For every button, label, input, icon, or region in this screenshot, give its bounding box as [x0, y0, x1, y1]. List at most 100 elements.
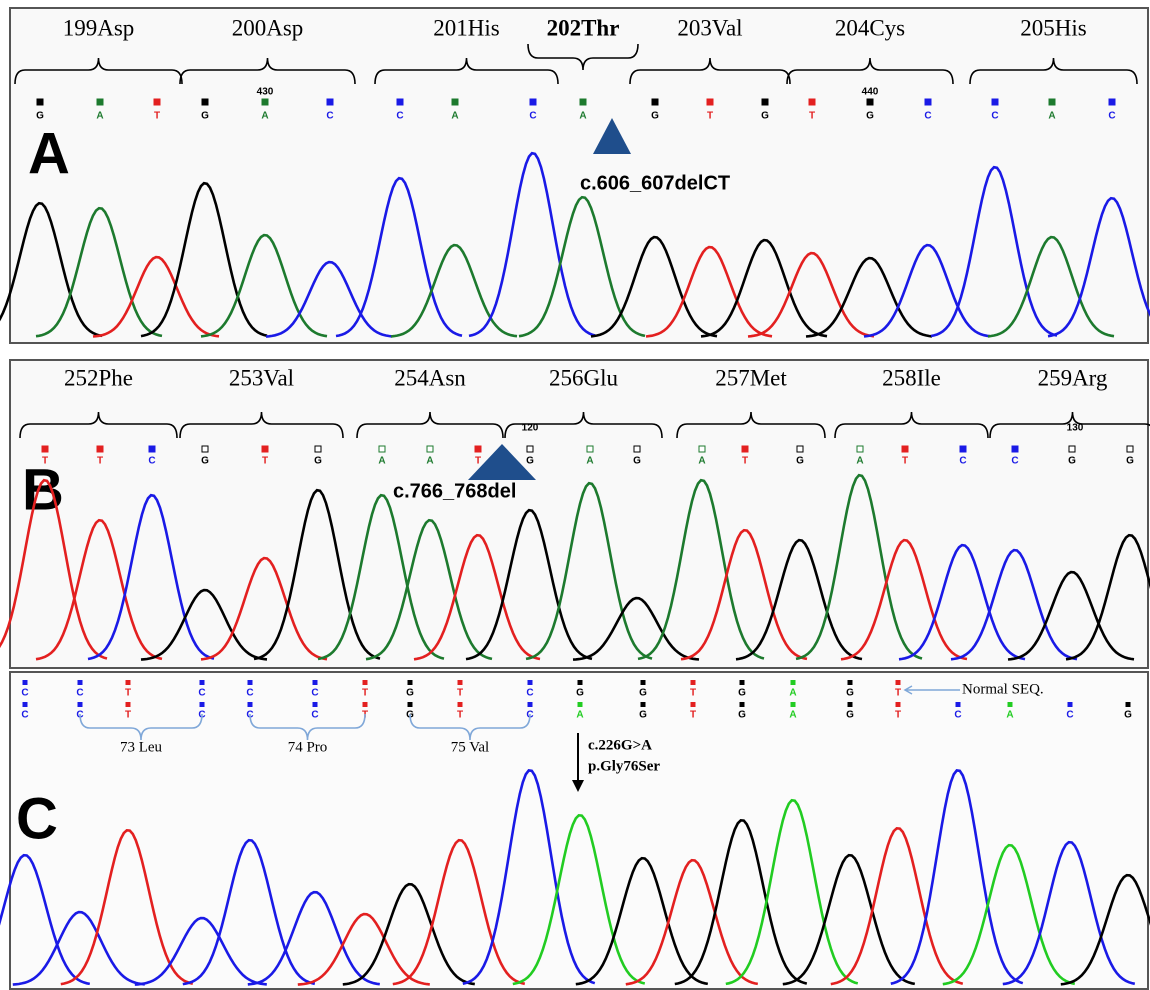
- figure: A199AspGAT200AspGAC201HisCAC202ThrA203Va…: [0, 0, 1150, 990]
- codon-label: 252Phe: [64, 365, 133, 390]
- codon-label: 202Thr: [547, 15, 620, 40]
- base-call: T: [895, 688, 901, 699]
- codon-label: 201His: [433, 15, 500, 40]
- base-marker: [1068, 702, 1073, 707]
- base-marker: [397, 99, 403, 105]
- base-marker: [313, 680, 318, 685]
- base-marker: [809, 99, 815, 105]
- base-marker: [458, 680, 463, 685]
- base-marker: [200, 702, 205, 707]
- base-marker: [530, 99, 536, 105]
- panel-frame: [10, 360, 1148, 668]
- codon-label: 74 Pro: [288, 739, 328, 755]
- base-call: T: [902, 456, 908, 467]
- base-call: A: [261, 111, 268, 122]
- codon-label: 259Arg: [1038, 365, 1108, 390]
- base-call: T: [742, 456, 748, 467]
- base-call: C: [396, 111, 403, 122]
- codon-label: 200Asp: [232, 15, 304, 40]
- base-call: C: [954, 710, 961, 721]
- base-marker: [408, 680, 413, 685]
- base-marker: [740, 702, 745, 707]
- base-marker: [960, 446, 966, 452]
- base-call: G: [201, 456, 209, 467]
- base-call: G: [576, 688, 584, 699]
- base-call: C: [21, 710, 28, 721]
- base-marker: [791, 680, 796, 685]
- base-call: T: [154, 111, 160, 122]
- base-call: G: [738, 688, 746, 699]
- base-marker: [1008, 702, 1013, 707]
- mutation-annotation: c.766_768del: [393, 480, 516, 502]
- base-marker: [1127, 446, 1133, 452]
- base-marker: [652, 99, 658, 105]
- base-call: G: [639, 710, 647, 721]
- base-call: C: [246, 688, 253, 699]
- base-marker: [740, 680, 745, 685]
- base-call: T: [707, 111, 713, 122]
- base-marker: [42, 446, 48, 452]
- base-marker: [896, 702, 901, 707]
- base-marker: [37, 99, 43, 105]
- base-call: G: [406, 688, 414, 699]
- base-marker: [427, 446, 433, 452]
- base-call: G: [639, 688, 647, 699]
- base-call: C: [529, 111, 536, 122]
- base-marker: [691, 680, 696, 685]
- base-marker: [202, 446, 208, 452]
- base-call: G: [1126, 456, 1134, 467]
- base-call: G: [761, 111, 769, 122]
- reference-label: Normal SEQ.: [962, 681, 1044, 697]
- base-call: C: [991, 111, 998, 122]
- base-call: A: [856, 456, 863, 467]
- base-marker: [527, 446, 533, 452]
- codon-label: 204Cys: [835, 15, 905, 40]
- codon-label: 75 Val: [451, 739, 489, 755]
- base-call: T: [42, 456, 48, 467]
- base-call: G: [633, 456, 641, 467]
- base-marker: [857, 446, 863, 452]
- base-marker: [248, 702, 253, 707]
- base-call: G: [1068, 456, 1076, 467]
- codon-label: 199Asp: [63, 15, 135, 40]
- base-call: A: [586, 456, 593, 467]
- base-marker: [641, 680, 646, 685]
- base-call: G: [796, 456, 804, 467]
- base-marker: [23, 702, 28, 707]
- base-call: G: [846, 710, 854, 721]
- base-marker: [379, 446, 385, 452]
- base-call: G: [866, 111, 874, 122]
- base-call: T: [690, 710, 696, 721]
- codon-label: 203Val: [677, 15, 742, 40]
- base-call: A: [426, 456, 433, 467]
- base-marker: [691, 702, 696, 707]
- base-marker: [902, 446, 908, 452]
- base-marker: [699, 446, 705, 452]
- base-marker: [1012, 446, 1018, 452]
- base-marker: [248, 680, 253, 685]
- base-marker: [262, 446, 268, 452]
- base-call: C: [326, 111, 333, 122]
- base-call: G: [36, 111, 44, 122]
- base-call: A: [378, 456, 385, 467]
- base-marker: [896, 680, 901, 685]
- base-call: A: [579, 111, 586, 122]
- base-marker: [200, 680, 205, 685]
- base-marker: [452, 99, 458, 105]
- base-marker: [848, 702, 853, 707]
- base-call: G: [1124, 710, 1132, 721]
- base-marker: [202, 99, 208, 105]
- base-call: A: [576, 710, 583, 721]
- base-marker: [848, 680, 853, 685]
- base-marker: [867, 99, 873, 105]
- base-marker: [363, 702, 368, 707]
- panel-letter: C: [16, 786, 58, 851]
- base-call: A: [1048, 111, 1055, 122]
- base-marker: [262, 99, 268, 105]
- base-marker: [126, 680, 131, 685]
- base-call: G: [738, 710, 746, 721]
- position-number: 120: [522, 423, 539, 434]
- base-marker: [1126, 702, 1131, 707]
- base-marker: [992, 99, 998, 105]
- base-call: T: [125, 710, 131, 721]
